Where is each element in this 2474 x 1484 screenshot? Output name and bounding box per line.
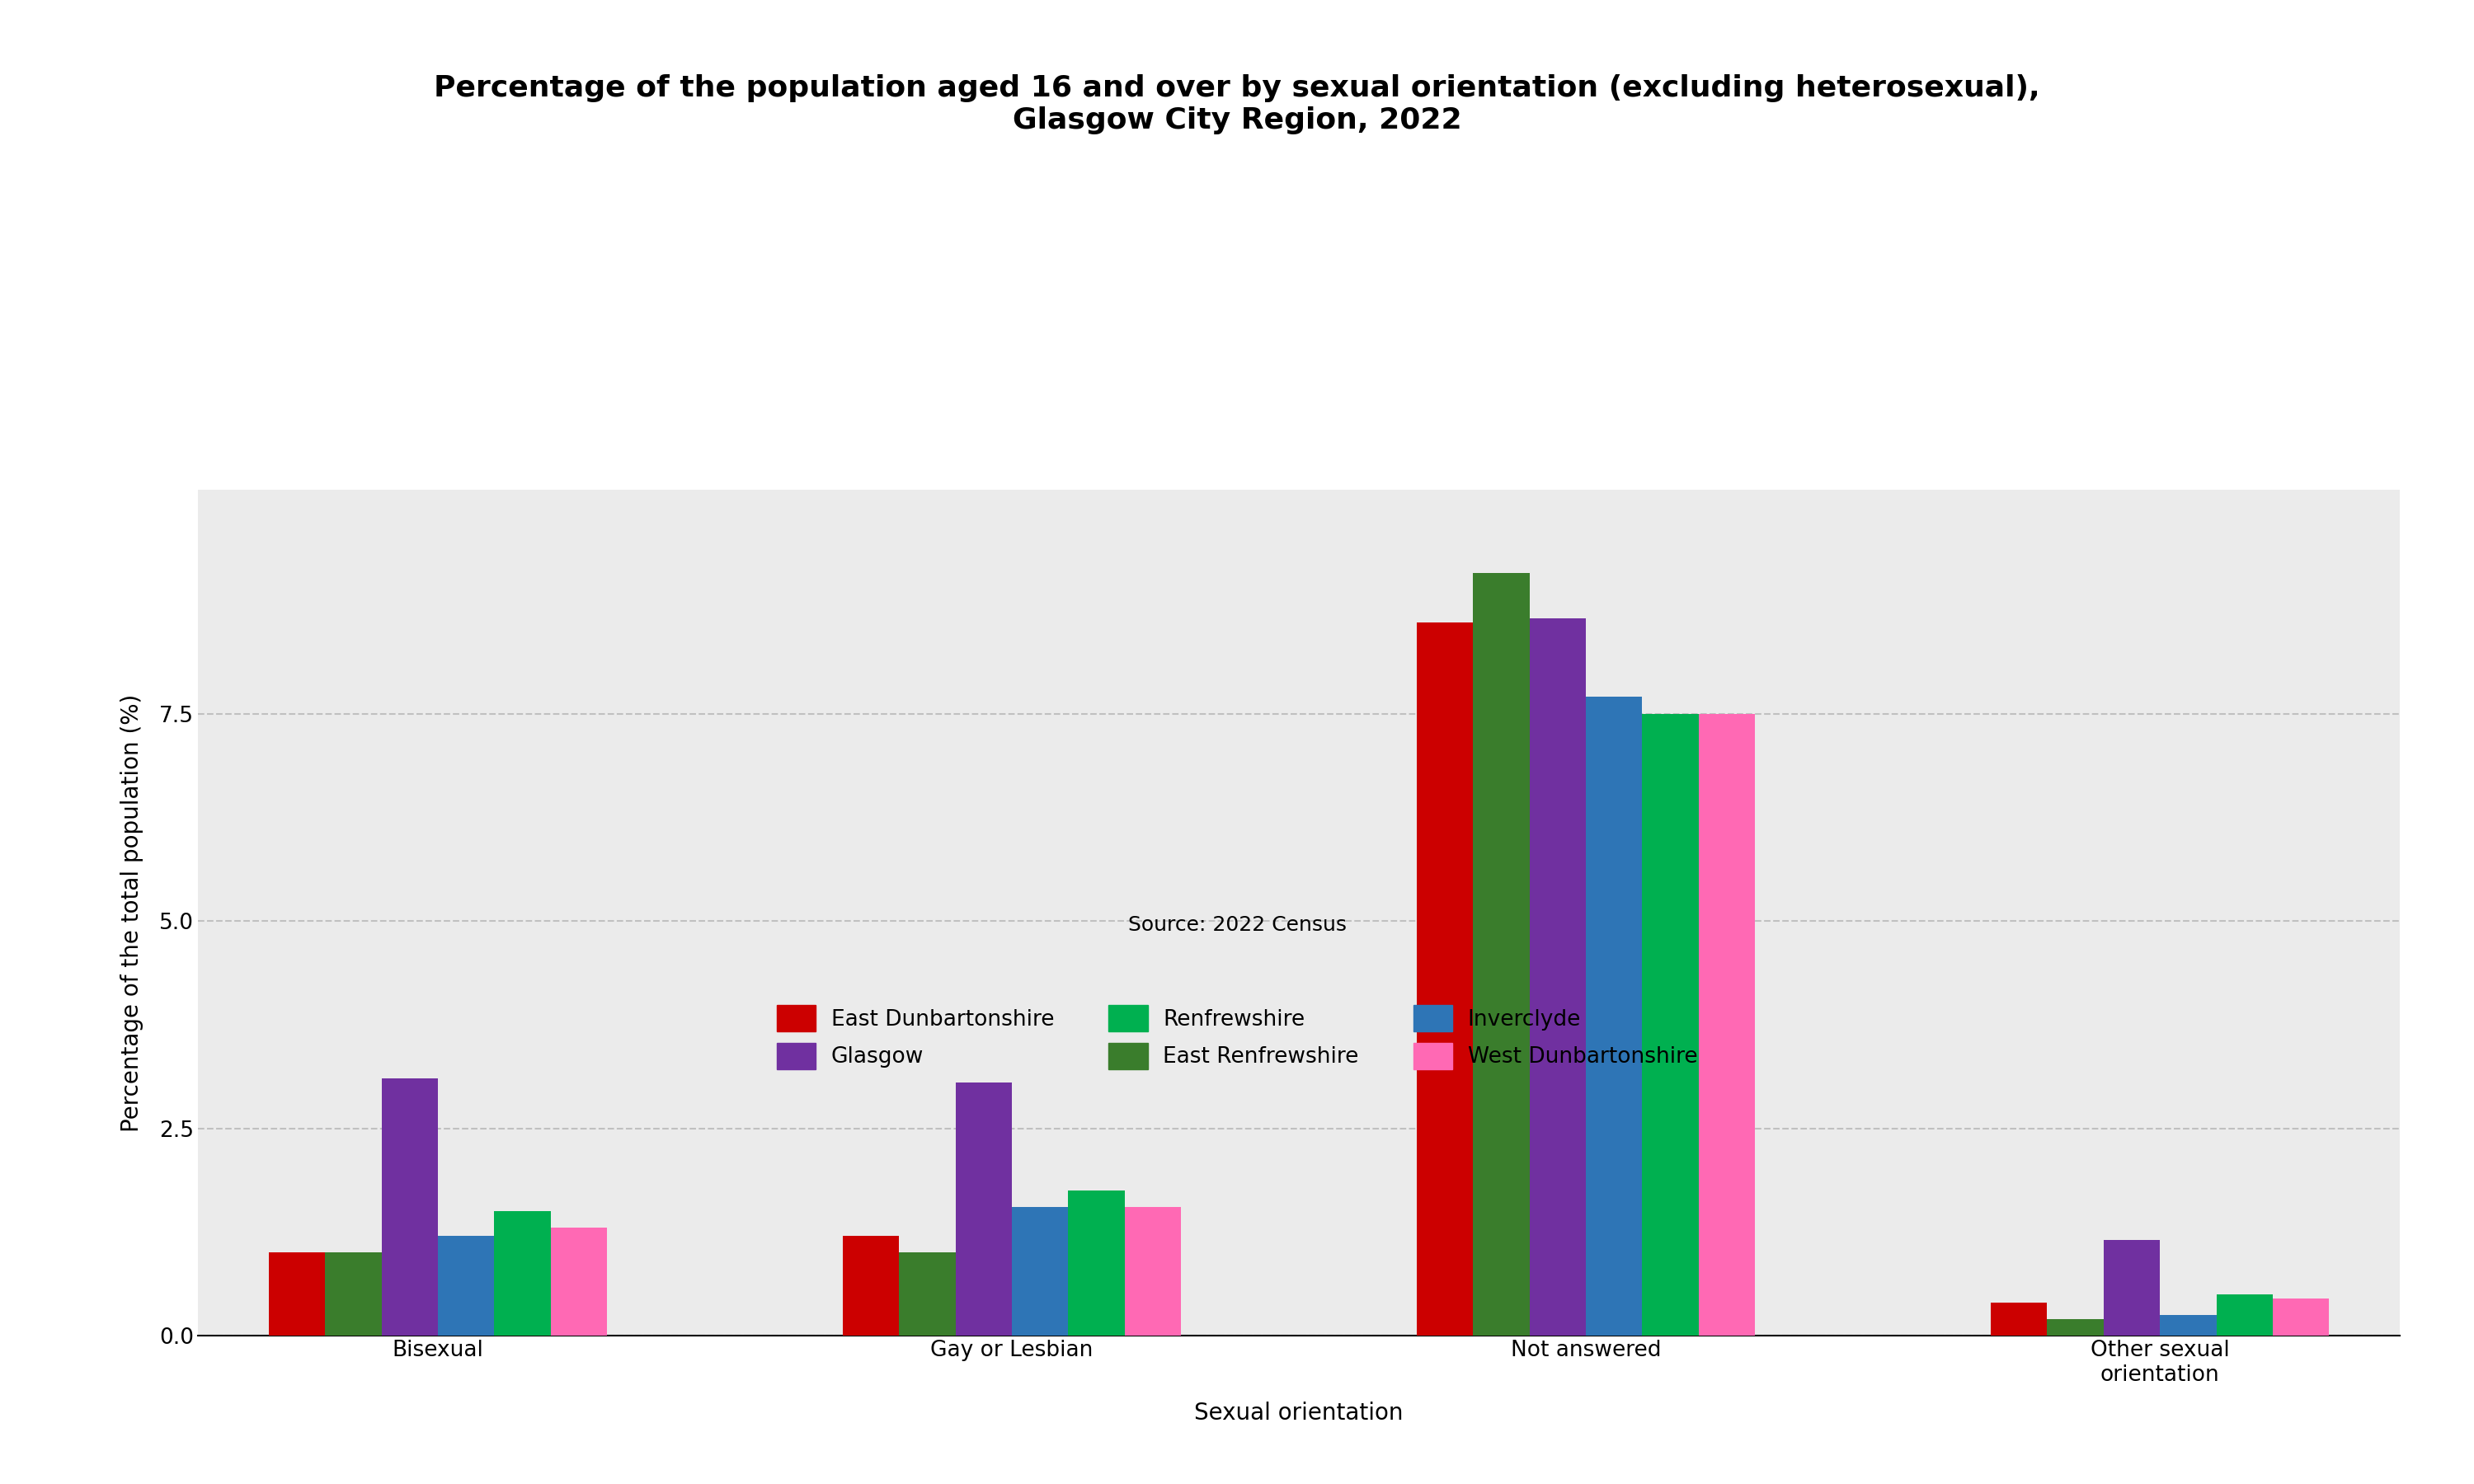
- Bar: [438, 1236, 495, 1336]
- Y-axis label: Percentage of the total population (%): Percentage of the total population (%): [121, 693, 143, 1132]
- Bar: [1126, 1206, 1180, 1336]
- Legend: East Dunbartonshire, Glasgow, Renfrewshire, East Renfrewshire, Inverclyde, West : East Dunbartonshire, Glasgow, Renfrewshi…: [777, 1005, 1697, 1068]
- Bar: [324, 1252, 381, 1336]
- X-axis label: Sexual orientation: Sexual orientation: [1195, 1402, 1403, 1425]
- Bar: [2217, 1294, 2274, 1336]
- Bar: [898, 1252, 955, 1336]
- Bar: [2103, 1241, 2160, 1336]
- Bar: [1992, 1303, 2046, 1336]
- Bar: [1472, 573, 1529, 1336]
- Bar: [1418, 622, 1472, 1336]
- Bar: [1643, 714, 1700, 1336]
- Bar: [270, 1252, 324, 1336]
- Bar: [1700, 714, 1754, 1336]
- Bar: [2274, 1298, 2328, 1336]
- Bar: [552, 1227, 606, 1336]
- Bar: [955, 1083, 1012, 1336]
- Bar: [2160, 1315, 2217, 1336]
- Text: Source: 2022 Census: Source: 2022 Census: [1128, 916, 1346, 935]
- Bar: [2046, 1319, 2103, 1336]
- Bar: [1529, 619, 1586, 1336]
- Bar: [1012, 1206, 1069, 1336]
- Text: Percentage of the population aged 16 and over by sexual orientation (excluding h: Percentage of the population aged 16 and…: [433, 74, 2041, 135]
- Bar: [1586, 697, 1643, 1336]
- Bar: [495, 1211, 552, 1336]
- Bar: [381, 1079, 438, 1336]
- Bar: [1069, 1190, 1126, 1336]
- Bar: [844, 1236, 898, 1336]
